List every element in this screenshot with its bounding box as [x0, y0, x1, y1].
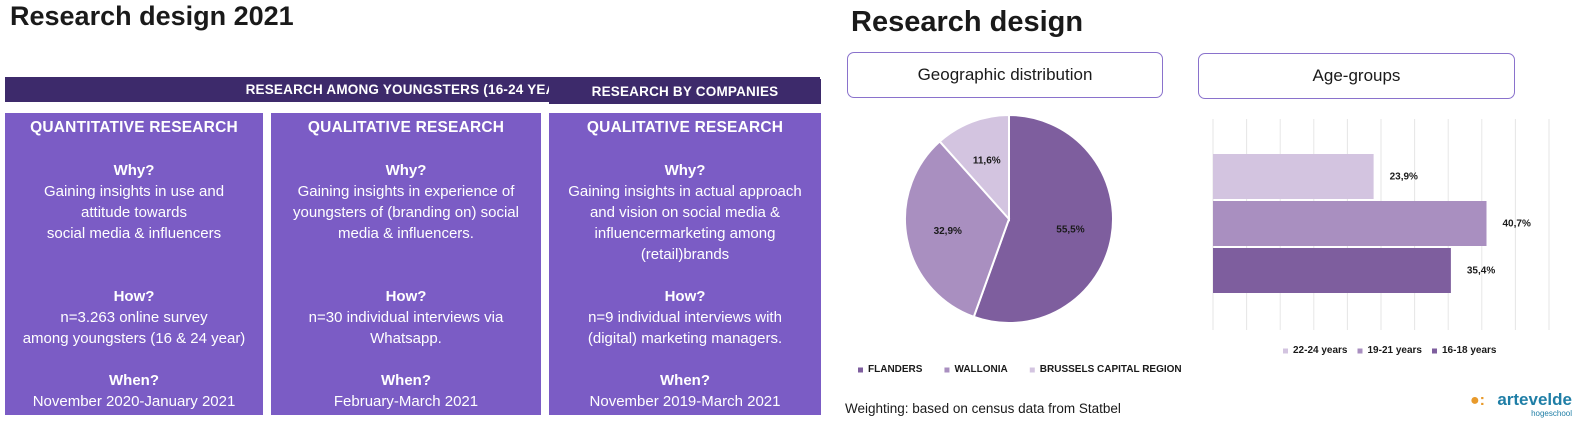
legend-label: 22-24 years — [1293, 345, 1348, 356]
why-label: Why? — [385, 162, 427, 179]
legend-swatch — [944, 367, 950, 373]
logo-name: artevelde — [1497, 390, 1572, 409]
bar-data-label: 35,4% — [1467, 266, 1495, 277]
legend-swatch — [1432, 348, 1437, 354]
how-label: How? — [664, 288, 706, 305]
legend-label: BRUSSELS CAPITAL REGION — [1040, 364, 1182, 375]
bar-legend: 22-24 years 19-21 years 16-18 years — [1283, 345, 1497, 356]
when-label: When? — [660, 372, 710, 389]
age-bar-chart: 23,9% 40,7% 35,4% — [1212, 119, 1550, 330]
when-label: When? — [109, 372, 159, 389]
research-column-qualitative-youngsters: QUALITATIVE RESEARCH Why? Gaining insigh… — [271, 113, 541, 415]
bar-19-21-years — [1213, 201, 1487, 246]
column-title: QUANTITATIVE RESEARCH — [30, 119, 238, 136]
bar-16-18-years — [1213, 248, 1451, 293]
legend-swatch — [1357, 348, 1363, 354]
when-block: When? February-March 2021 — [275, 370, 537, 412]
why-text: Gaining insights in actual approach and … — [568, 183, 802, 263]
legend-swatch — [858, 367, 863, 373]
research-column-quantitative: QUANTITATIVE RESEARCH Why? Gaining insig… — [5, 113, 263, 415]
legend-swatch — [1029, 367, 1035, 373]
when-block: When? November 2020-January 2021 — [9, 370, 259, 412]
when-text: February-March 2021 — [333, 393, 479, 410]
geo-chart-title: Geographic distribution — [847, 52, 1163, 98]
how-block: How? n=9 individual interviews with (dig… — [553, 286, 817, 349]
how-label: How? — [113, 288, 155, 305]
legend-label: WALLONIA — [954, 364, 1007, 375]
artevelde-logo: ●: artevelde hogeschool — [1466, 390, 1576, 420]
right-title: Research design — [851, 6, 1084, 38]
how-text: n=9 individual interviews with (digital)… — [587, 309, 783, 347]
logo-mark-icon: ●: — [1470, 392, 1485, 409]
left-title: Research design 2021 — [10, 1, 294, 31]
pie-data-label: 55,5% — [1056, 225, 1084, 236]
why-label: Why? — [113, 162, 155, 179]
why-text: Gaining insights in use and attitude tow… — [43, 183, 225, 242]
when-block: When? November 2019-March 2021 — [553, 370, 817, 412]
how-text: n=3.263 online survey among youngsters (… — [22, 309, 246, 347]
how-text: n=30 individual interviews via Whatsapp. — [308, 309, 504, 347]
bar-22-24-years — [1213, 154, 1374, 199]
bar-data-label: 40,7% — [1503, 219, 1531, 230]
when-text: November 2020-January 2021 — [32, 393, 236, 410]
legend-swatch — [1283, 348, 1288, 354]
pie-data-label: 32,9% — [934, 226, 962, 237]
legend-label: 19-21 years — [1368, 345, 1423, 356]
age-chart-title: Age-groups — [1198, 53, 1515, 99]
why-block: Why? Gaining insights in use and attitud… — [9, 160, 259, 244]
column-title: QUALITATIVE RESEARCH — [586, 119, 784, 136]
band-companies: RESEARCH BY COMPANIES — [549, 79, 821, 104]
how-label: How? — [385, 288, 427, 305]
why-block: Why? Gaining insights in experience of y… — [275, 160, 537, 244]
why-block: Why? Gaining insights in actual approach… — [553, 160, 817, 265]
column-title: QUALITATIVE RESEARCH — [307, 119, 505, 136]
logo-sub: hogeschool — [1531, 409, 1572, 418]
pie-slice-flanders — [972, 113, 1114, 324]
legend-label: 16-18 years — [1442, 345, 1497, 356]
pie-slice-brussels-capital-region — [938, 113, 1010, 222]
how-block: How? n=3.263 online survey among youngst… — [9, 286, 259, 349]
pie-legend: FLANDERS WALLONIA BRUSSELS CAPITAL REGION — [858, 364, 1182, 375]
pie-data-label: 11,6% — [973, 156, 1001, 167]
weighting-footnote: Weighting: based on census data from Sta… — [845, 401, 1121, 416]
legend-label: FLANDERS — [868, 364, 923, 375]
when-text: November 2019-March 2021 — [589, 393, 781, 410]
why-text: Gaining insights in experience of youngs… — [293, 183, 519, 242]
why-label: Why? — [664, 162, 706, 179]
bar-data-label: 23,9% — [1390, 172, 1418, 183]
pie-chart: 55,5% 32,9% 11,6% — [904, 113, 1114, 324]
when-label: When? — [381, 372, 431, 389]
pie-slice-wallonia — [904, 140, 1011, 319]
how-block: How? n=30 individual interviews via What… — [275, 286, 537, 349]
research-column-qualitative-companies: QUALITATIVE RESEARCH Why? Gaining insigh… — [549, 113, 821, 415]
